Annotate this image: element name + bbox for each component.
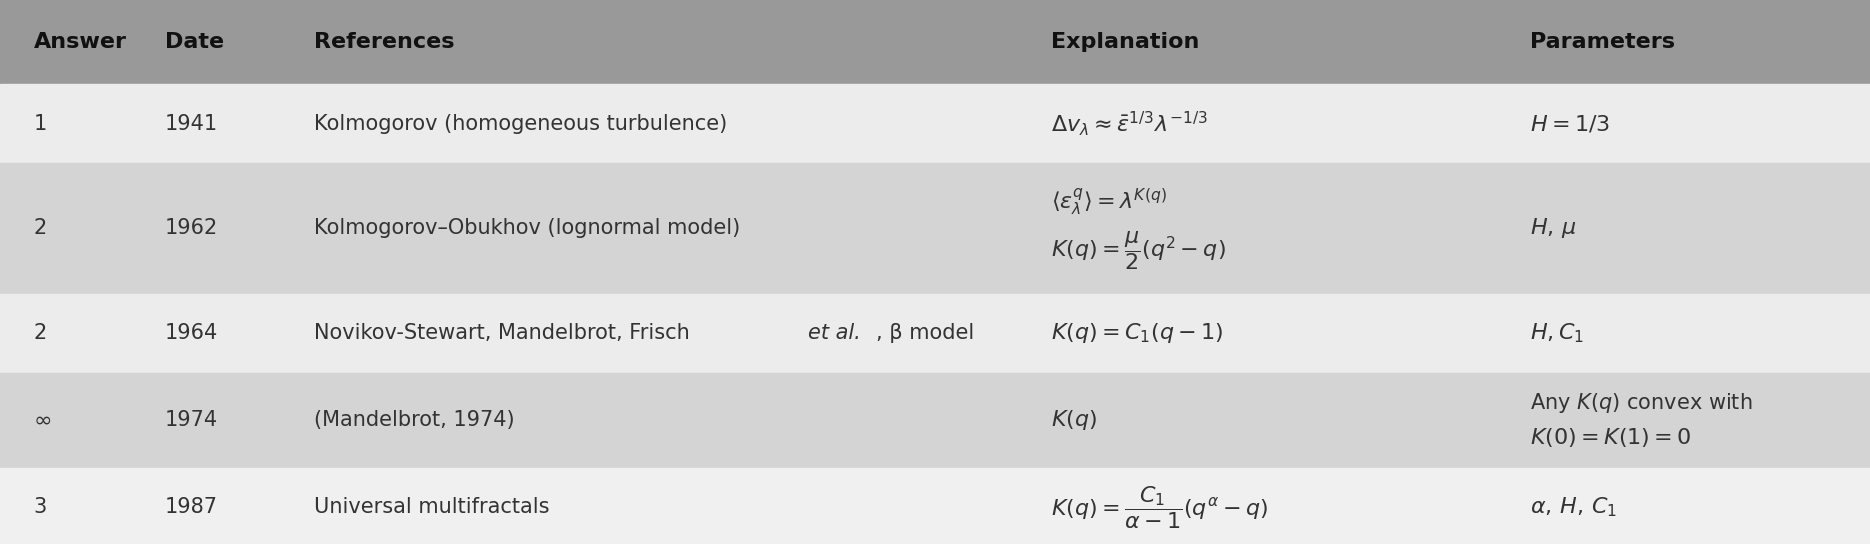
Text: Parameters: Parameters bbox=[1530, 32, 1676, 52]
Text: $K(q) = C_1(q - 1)$: $K(q) = C_1(q - 1)$ bbox=[1051, 321, 1223, 345]
Text: $H = 1/3$: $H = 1/3$ bbox=[1530, 113, 1610, 134]
Text: Novikov-Stewart, Mandelbrot, Frisch: Novikov-Stewart, Mandelbrot, Frisch bbox=[314, 323, 696, 343]
Text: (Mandelbrot, 1974): (Mandelbrot, 1974) bbox=[314, 410, 514, 430]
Text: 1: 1 bbox=[34, 114, 47, 134]
Text: $K(0) = K(1) = 0$: $K(0) = K(1) = 0$ bbox=[1530, 426, 1690, 449]
Text: Kolmogorov (homogeneous turbulence): Kolmogorov (homogeneous turbulence) bbox=[314, 114, 727, 134]
Bar bbox=[0, 294, 1870, 373]
Text: 1974: 1974 bbox=[165, 410, 217, 430]
Text: $\alpha,\, H,\, C_1$: $\alpha,\, H,\, C_1$ bbox=[1530, 496, 1618, 519]
Text: $K(q) = \dfrac{\mu}{2}(q^2 - q)$: $K(q) = \dfrac{\mu}{2}(q^2 - q)$ bbox=[1051, 229, 1225, 272]
Text: Date: Date bbox=[165, 32, 224, 52]
Text: $\Delta v_{\lambda} \approx \bar{\varepsilon}^{1/3}\lambda^{-1/3}$: $\Delta v_{\lambda} \approx \bar{\vareps… bbox=[1051, 109, 1208, 138]
Text: 1962: 1962 bbox=[165, 219, 217, 238]
Text: 3: 3 bbox=[34, 497, 47, 517]
Bar bbox=[0, 163, 1870, 294]
Bar bbox=[0, 468, 1870, 544]
Text: , β model: , β model bbox=[875, 323, 974, 343]
Bar bbox=[0, 0, 1870, 84]
Text: References: References bbox=[314, 32, 454, 52]
Text: 2: 2 bbox=[34, 219, 47, 238]
Text: $H, C_1$: $H, C_1$ bbox=[1530, 322, 1584, 345]
Text: $K(q)$: $K(q)$ bbox=[1051, 408, 1098, 432]
Text: 1964: 1964 bbox=[165, 323, 217, 343]
Text: Universal multifractals: Universal multifractals bbox=[314, 497, 550, 517]
Bar bbox=[0, 84, 1870, 163]
Text: ∞: ∞ bbox=[34, 410, 52, 430]
Text: $K(q) = \dfrac{C_1}{\alpha - 1}(q^{\alpha} - q)$: $K(q) = \dfrac{C_1}{\alpha - 1}(q^{\alph… bbox=[1051, 484, 1268, 530]
Text: Answer: Answer bbox=[34, 32, 127, 52]
Text: Explanation: Explanation bbox=[1051, 32, 1199, 52]
Text: 2: 2 bbox=[34, 323, 47, 343]
Text: 1941: 1941 bbox=[165, 114, 217, 134]
Text: Kolmogorov–Obukhov (lognormal model): Kolmogorov–Obukhov (lognormal model) bbox=[314, 219, 741, 238]
Text: et al.: et al. bbox=[808, 323, 860, 343]
Text: 1987: 1987 bbox=[165, 497, 217, 517]
Bar bbox=[0, 373, 1870, 468]
Text: Any $K(q)$ convex with: Any $K(q)$ convex with bbox=[1530, 391, 1752, 415]
Text: $\langle\varepsilon_{\lambda}^{q}\rangle = \lambda^{K(q)}$: $\langle\varepsilon_{\lambda}^{q}\rangle… bbox=[1051, 187, 1167, 218]
Text: $H,\, \mu$: $H,\, \mu$ bbox=[1530, 217, 1576, 240]
